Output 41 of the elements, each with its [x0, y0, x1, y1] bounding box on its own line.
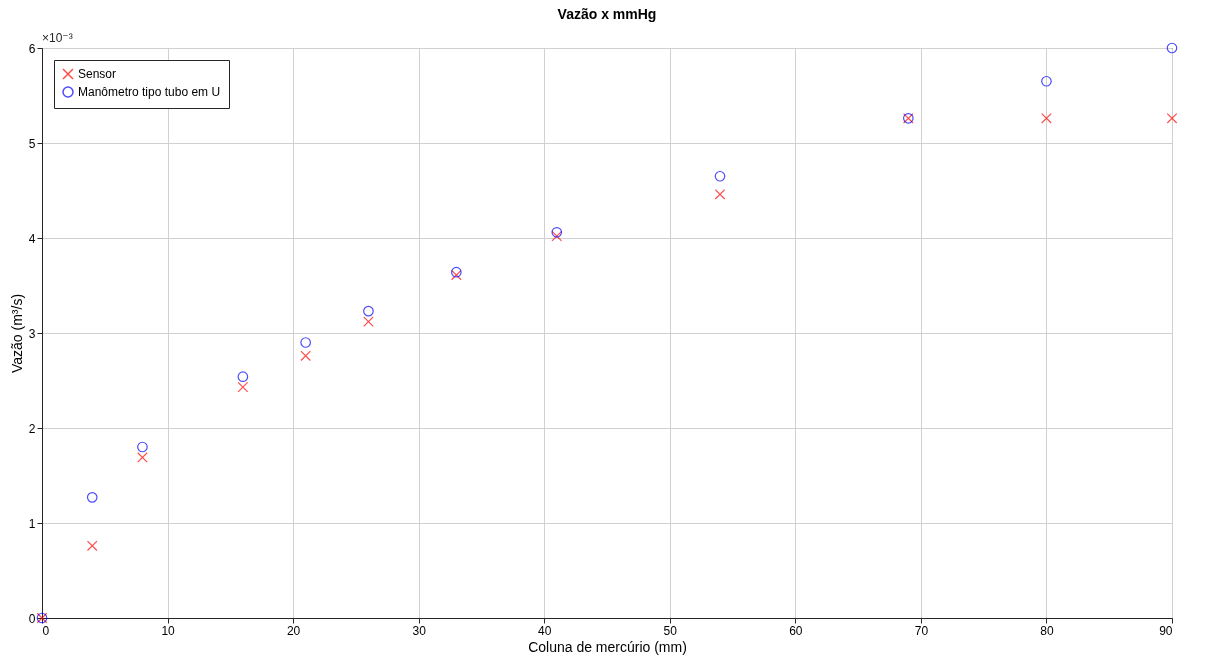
- x-tick-label: 20: [286, 623, 301, 638]
- point: [551, 226, 563, 238]
- point: [137, 441, 148, 453]
- point: [714, 188, 726, 200]
- chart-title: Vazão x mmHg: [557, 6, 657, 22]
- x-axis-title: Coluna de mercúrio (mm): [528, 638, 687, 655]
- y-tick-label: 3: [28, 326, 36, 341]
- x-tick-label: 30: [412, 623, 427, 638]
- point: [137, 452, 148, 463]
- y-tick-label: 2: [28, 421, 36, 436]
- y-tick-label: 6: [28, 41, 36, 56]
- point: [300, 350, 312, 362]
- point: [1041, 75, 1052, 87]
- legend-label: Sensor: [78, 67, 117, 81]
- x-tick-label: 40: [538, 623, 552, 638]
- point: [1166, 42, 1178, 54]
- text: ×10⁻³: [42, 31, 73, 45]
- y-tick-label: 4: [28, 231, 36, 246]
- point: [714, 170, 726, 182]
- point: [551, 230, 563, 242]
- point: [1166, 112, 1178, 124]
- point: [300, 337, 312, 348]
- y-tick-label: 5: [28, 136, 36, 151]
- legend-label: Manômetro tipo tubo em U: [78, 85, 221, 99]
- x-tick-label: 10: [161, 623, 176, 638]
- point: [237, 371, 249, 383]
- point: [1041, 112, 1052, 124]
- y-tick-label: 1: [28, 516, 36, 531]
- x-tick-label: 70: [914, 623, 929, 638]
- point: [363, 305, 374, 317]
- y-axis-title: Vazão (m³/s): [8, 293, 25, 374]
- point: [363, 316, 374, 327]
- x-tick-label: 60: [789, 623, 803, 638]
- point: [86, 492, 98, 503]
- point: [237, 381, 249, 393]
- x-tick-label: 50: [663, 623, 678, 638]
- x-tick-label: 0: [42, 623, 50, 638]
- x-tick-label: 90: [1159, 623, 1173, 638]
- y-tick-label: 0: [28, 611, 36, 626]
- point: [86, 540, 98, 552]
- x-tick-label: 80: [1040, 623, 1054, 638]
